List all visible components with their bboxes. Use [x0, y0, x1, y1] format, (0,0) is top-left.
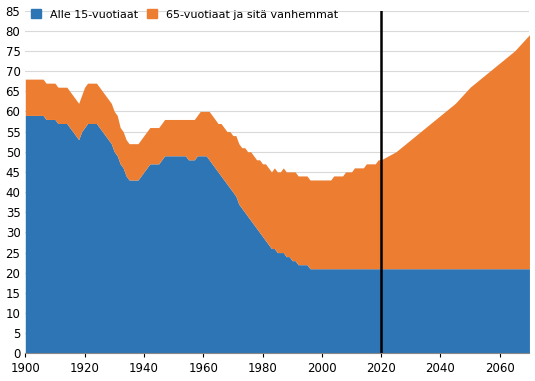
Legend: Alle 15-vuotiaat, 65-vuotiaat ja sitä vanhemmat: Alle 15-vuotiaat, 65-vuotiaat ja sitä va…	[31, 9, 338, 20]
